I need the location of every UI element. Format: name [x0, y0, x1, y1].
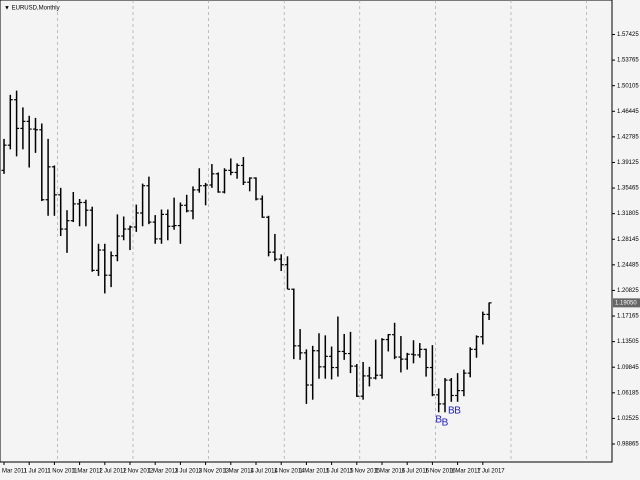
y-tick-label: 1.13505 [617, 339, 639, 345]
x-tick-label: 1 Mar 2011 [0, 469, 28, 475]
x-tick-label: 1 Nov 2012 [123, 469, 154, 475]
y-tick-label: 1.35465 [617, 186, 639, 192]
y-tick-label: 1.09845 [617, 365, 639, 371]
chart-title: ▼ EURUSD,Monthly [4, 6, 60, 12]
x-tick-label: 1 Nov 2016 [425, 469, 456, 475]
y-tick-label: 1.46445 [617, 109, 639, 115]
x-tick-label: 1 Nov 2015 [349, 469, 380, 475]
signal-label: B [448, 406, 455, 417]
x-tick-label: 1 Jul 2015 [326, 469, 354, 475]
x-tick-label: 1 Mar 2017 [450, 469, 481, 475]
y-tick-label: 1.57425 [617, 32, 639, 38]
y-tick-label: 1.50105 [617, 83, 639, 89]
x-tick-label: 1 Mar 2015 [299, 469, 330, 475]
x-tick-label: 1 Jul 2017 [477, 469, 505, 475]
x-tick-label: 1 Jul 2016 [401, 469, 429, 475]
y-tick-label: 0.98865 [617, 442, 639, 448]
x-tick-label: 1 Mar 2014 [224, 469, 255, 475]
x-tick-label: 1 Mar 2013 [148, 469, 179, 475]
x-tick-label: 1 Jul 2014 [250, 469, 278, 475]
x-tick-label: 1 Nov 2014 [274, 469, 305, 475]
x-tick-label: 1 Mar 2016 [375, 469, 406, 475]
signal-label: B [454, 406, 461, 417]
y-tick-label: 1.31805 [617, 211, 639, 217]
y-tick-label: 1.24485 [617, 262, 639, 268]
y-tick-label: 1.28145 [617, 237, 639, 243]
y-tick-label: 1.42785 [617, 134, 639, 140]
x-tick-label: 1 Jul 2012 [99, 469, 127, 475]
signal-label: B [442, 417, 449, 428]
signal-label: B [435, 415, 442, 426]
x-tick-label: 1 Jul 2011 [24, 469, 52, 475]
last-price-label: 1.19050 [615, 300, 637, 306]
y-tick-label: 1.02525 [617, 416, 639, 422]
x-tick-label: 1 Nov 2011 [47, 469, 78, 475]
y-tick-label: 1.53765 [617, 58, 639, 64]
y-tick-label: 1.17165 [617, 314, 639, 320]
x-tick-label: 1 Nov 2013 [198, 469, 229, 475]
y-tick-label: 1.06185 [617, 390, 639, 396]
y-tick-label: 1.39125 [617, 160, 639, 166]
y-tick-label: 1.20825 [617, 288, 639, 294]
x-tick-label: 1 Jul 2013 [175, 469, 203, 475]
x-tick-label: 1 Mar 2012 [72, 469, 103, 475]
last-price-box [613, 298, 640, 308]
